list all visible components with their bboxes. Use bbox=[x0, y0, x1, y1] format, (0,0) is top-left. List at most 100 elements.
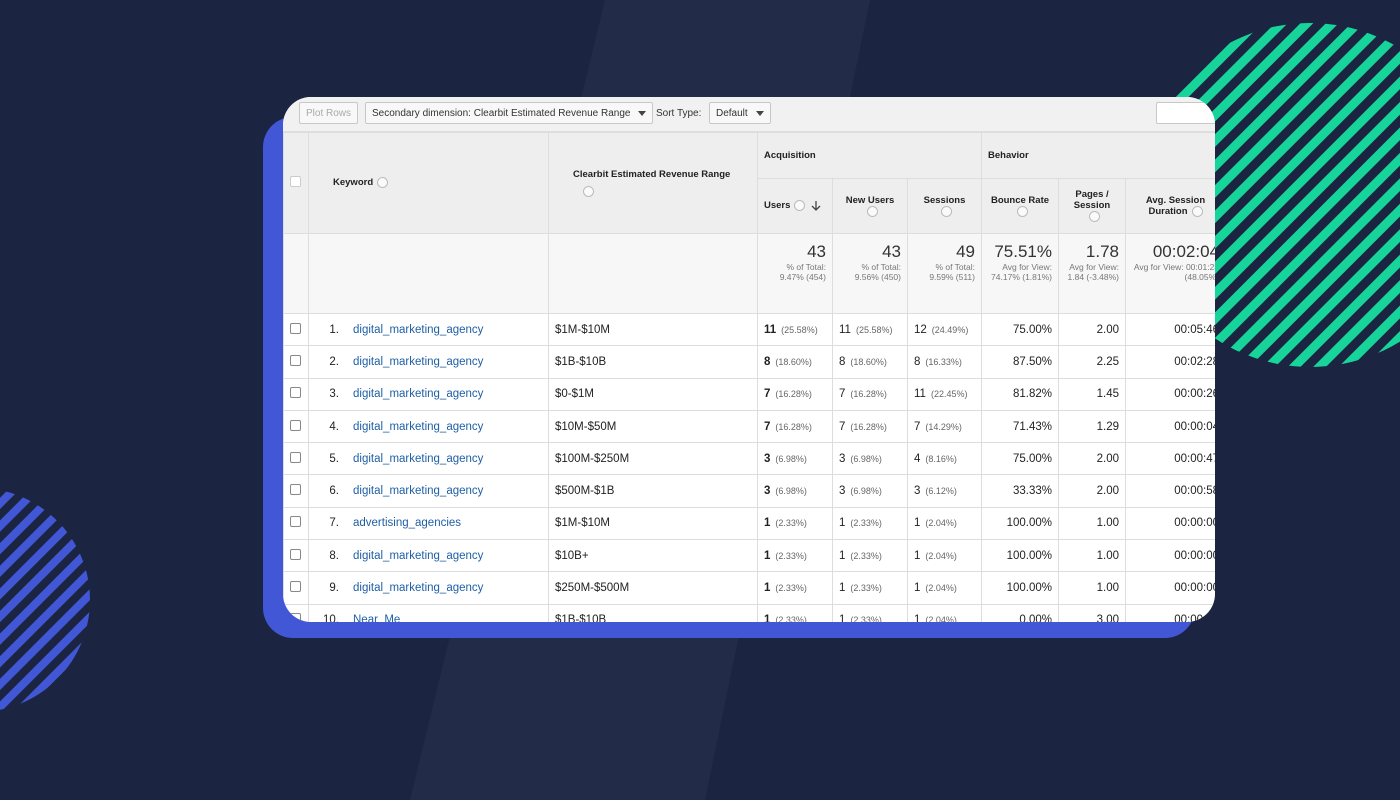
row-checkbox[interactable] bbox=[290, 548, 301, 560]
metric-percent: (6.98%) bbox=[775, 486, 807, 497]
row-checkbox[interactable] bbox=[290, 581, 301, 593]
table-row: 10. Near_Me $1B-$10B 1 (2.33%) 1 (2.33%) 1 (2.04… bbox=[283, 603, 1215, 622]
column-header[interactable]: Clearbit Estimated Revenue Range bbox=[573, 169, 731, 180]
metric-value: 7 bbox=[914, 420, 921, 433]
plot-rows-button[interactable]: Plot Rows bbox=[299, 102, 359, 124]
total-value: 75.51% bbox=[994, 242, 1052, 261]
table-row: 8. digital_marketing_agency $10B+ 1 (2.33%) 1… bbox=[283, 539, 1215, 573]
metric-cell: 12 (24.49%) bbox=[907, 312, 982, 347]
metric-percent: (2.33%) bbox=[775, 550, 807, 561]
keyword-link[interactable]: digital_marketing_agency bbox=[353, 485, 484, 498]
row-checkbox[interactable] bbox=[290, 419, 301, 431]
metric-cell: 1 (2.33%) bbox=[757, 603, 833, 622]
row-number: 7. bbox=[329, 517, 339, 530]
keyword-link[interactable]: digital_marketing_agency bbox=[353, 452, 484, 465]
total-value: 43 bbox=[882, 242, 901, 261]
range-cell: $1B-$10B bbox=[548, 345, 758, 379]
sort-type-select[interactable]: Default bbox=[709, 102, 771, 124]
cell: 1. digital_marketing_agency bbox=[308, 312, 549, 347]
metric-value: 1 bbox=[914, 517, 921, 530]
keyword-link[interactable]: advertising_agencies bbox=[353, 517, 462, 530]
metric-cell: 00:00:00 bbox=[1124, 571, 1215, 605]
group-header: Behavior bbox=[980, 132, 1215, 179]
metric-value: 1 bbox=[764, 582, 771, 595]
metric-percent: (2.33%) bbox=[850, 518, 882, 529]
column-header[interactable]: Users bbox=[764, 200, 791, 212]
row-checkbox[interactable] bbox=[290, 322, 301, 334]
metric-percent: (6.98%) bbox=[775, 453, 807, 464]
cell bbox=[283, 442, 309, 476]
row-checkbox[interactable] bbox=[290, 354, 301, 366]
report-table: Keyword Clearbit Estimated Revenue Range… bbox=[283, 132, 1215, 622]
metric-value: 3 bbox=[839, 452, 846, 465]
row-number: 5. bbox=[329, 452, 339, 465]
keyword-link[interactable]: digital_marketing_agency bbox=[353, 323, 484, 336]
cell bbox=[283, 409, 309, 444]
keyword-link[interactable]: digital_marketing_agency bbox=[353, 355, 484, 368]
table-row: 3. digital_marketing_agency $0-$1M 7 (16.28%… bbox=[283, 377, 1215, 411]
secondary-dimension-select[interactable]: Secondary dimension: Clearbit Estimated … bbox=[365, 102, 654, 124]
column-header[interactable]: Avg. Session Duration bbox=[1145, 194, 1206, 217]
metric-cell: 3 (6.98%) bbox=[832, 474, 908, 508]
metric-cell: 1 (2.04%) bbox=[907, 603, 982, 622]
sort-type-label: Sort Type: bbox=[656, 108, 702, 119]
metric-cell: 100.00% bbox=[981, 571, 1059, 605]
metric-value: 1 bbox=[914, 582, 921, 595]
metric-percent: (6.98%) bbox=[850, 486, 882, 497]
metric-cell: 81.82% bbox=[981, 377, 1059, 411]
row-number: 1. bbox=[329, 323, 339, 336]
table-row: 7. advertising_agencies $1M-$10M 1 (2.33%) 1 (… bbox=[283, 506, 1215, 541]
metric-percent: (18.60%) bbox=[850, 356, 887, 367]
cell: 7. advertising_agencies bbox=[308, 506, 549, 541]
metric-value: 1 bbox=[764, 614, 771, 622]
keyword-link[interactable]: digital_marketing_agency bbox=[353, 549, 484, 562]
select-all-checkbox[interactable] bbox=[290, 176, 301, 187]
metric-value: 1 bbox=[914, 614, 921, 622]
metric-value: 7 bbox=[839, 388, 846, 401]
metric-value: 11 bbox=[914, 388, 926, 401]
cell bbox=[283, 571, 309, 605]
metric-cell: 1 (2.33%) bbox=[832, 571, 908, 605]
metric-value: 1 bbox=[839, 517, 846, 530]
row-checkbox[interactable] bbox=[290, 387, 301, 399]
metric-cell: 8 (16.33%) bbox=[907, 345, 982, 379]
metric-percent: (6.98%) bbox=[850, 453, 882, 464]
metric-cell: 75.00% bbox=[981, 312, 1059, 347]
metric-value: 4 bbox=[914, 452, 921, 465]
metric-cell: 3 (6.98%) bbox=[757, 442, 833, 476]
metric-cell: 00:05:46 bbox=[1124, 312, 1215, 347]
column-header[interactable]: New Users bbox=[845, 194, 895, 206]
range-cell: $250M-$500M bbox=[548, 571, 758, 605]
total-note: % of Total: 9.56% (450) bbox=[854, 262, 901, 282]
table-row: 1. digital_marketing_agency $1M-$10M 11 (25.… bbox=[283, 312, 1215, 347]
column-header[interactable]: Sessions bbox=[923, 194, 966, 206]
range-cell: $1B-$10B bbox=[548, 603, 758, 622]
column-header[interactable]: Bounce Rate bbox=[990, 194, 1050, 206]
metric-cell: 3.00 bbox=[1058, 603, 1126, 622]
column-header[interactable]: Pages / Session bbox=[1073, 189, 1111, 212]
metric-value: 3 bbox=[764, 452, 771, 465]
keyword-link[interactable]: digital_marketing_agency bbox=[353, 582, 484, 595]
table-row: 6. digital_marketing_agency $500M-$1B 3 (6.9… bbox=[283, 474, 1215, 508]
row-checkbox[interactable] bbox=[290, 516, 301, 528]
metric-percent: (16.28%) bbox=[775, 389, 812, 400]
metric-percent: (6.12%) bbox=[925, 486, 957, 497]
metric-value: 7 bbox=[764, 420, 771, 433]
metric-cell: 1.00 bbox=[1058, 571, 1126, 605]
keyword-link[interactable]: Near_Me bbox=[353, 614, 401, 622]
row-checkbox[interactable] bbox=[290, 451, 301, 463]
metric-cell: 00:00:00 bbox=[1124, 539, 1215, 573]
metric-percent: (2.04%) bbox=[925, 550, 957, 561]
row-checkbox[interactable] bbox=[290, 484, 301, 496]
totals-row: 43% of Total: 9.47% (454) 43% of Total: … bbox=[283, 233, 1215, 314]
metric-cell: 2.25 bbox=[1058, 345, 1126, 379]
total-note: % of Total: 9.59% (511) bbox=[929, 262, 975, 282]
column-header[interactable]: Keyword bbox=[333, 177, 374, 189]
metric-percent: (24.49%) bbox=[931, 324, 969, 335]
metric-cell: 1 (2.33%) bbox=[757, 506, 833, 541]
keyword-link[interactable]: digital_marketing_agency bbox=[353, 420, 484, 433]
search-box[interactable] bbox=[1156, 102, 1215, 124]
cell: 4. digital_marketing_agency bbox=[308, 409, 549, 444]
keyword-link[interactable]: digital_marketing_agency bbox=[353, 388, 484, 401]
metric-value: 3 bbox=[764, 485, 771, 498]
